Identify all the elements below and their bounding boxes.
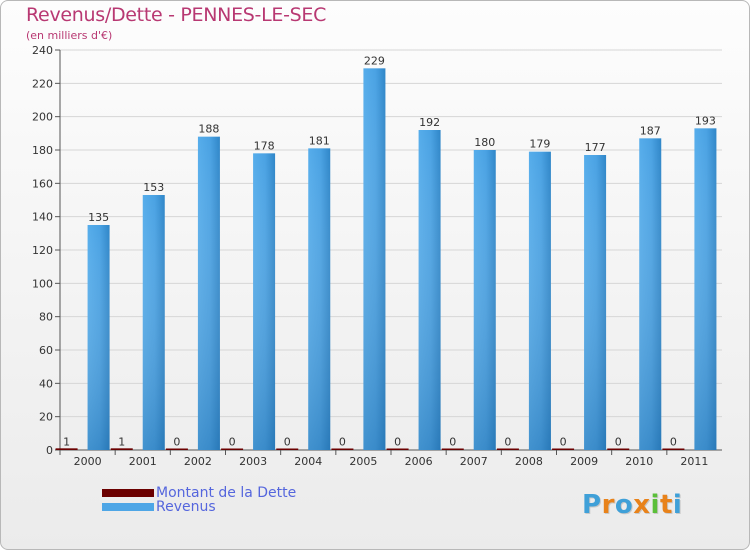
x-tick-label: 2009 bbox=[570, 455, 598, 468]
y-tick-label: 40 bbox=[39, 377, 53, 390]
logo-letter: i bbox=[672, 490, 683, 520]
y-tick-label: 200 bbox=[32, 111, 53, 124]
legend-item-debt: Montant de la Dette bbox=[102, 486, 296, 500]
gridlines bbox=[60, 49, 722, 451]
bar-debt-2011 bbox=[662, 448, 685, 450]
x-tick-label: 2000 bbox=[74, 455, 102, 468]
y-tick-label: 180 bbox=[32, 144, 53, 157]
bar-debt-2000 bbox=[55, 448, 78, 450]
bar-revenue-shade-2010 bbox=[639, 138, 662, 451]
chart-subtitle: (en milliers d'€) bbox=[26, 29, 113, 42]
data-label-revenue-2000: 135 bbox=[88, 211, 109, 224]
data-label-revenue-2008: 179 bbox=[529, 138, 550, 151]
x-tick-label: 2001 bbox=[129, 455, 157, 468]
y-tick-label: 20 bbox=[39, 411, 53, 424]
legend: Montant de la Dette Revenus bbox=[102, 486, 296, 514]
data-label-revenue-2002: 188 bbox=[198, 123, 219, 136]
bar-revenue-shade-2005 bbox=[363, 68, 386, 450]
data-label-revenue-2010: 187 bbox=[640, 124, 661, 137]
data-label-revenue-2007: 180 bbox=[474, 136, 495, 149]
data-label-revenue-2009: 177 bbox=[585, 141, 606, 154]
data-label-revenue-2006: 192 bbox=[419, 116, 440, 129]
y-tick-label: 0 bbox=[46, 444, 53, 457]
bar-revenue-shade-2003 bbox=[253, 153, 276, 451]
logo-letter: o bbox=[614, 490, 634, 520]
legend-label-revenue: Revenus bbox=[156, 499, 216, 515]
bar-debt-2005 bbox=[331, 448, 354, 450]
data-label-debt-2008: 0 bbox=[504, 436, 511, 449]
bar-revenue-shade-2009 bbox=[584, 155, 607, 450]
data-label-revenue-2005: 229 bbox=[364, 54, 385, 67]
data-label-debt-2006: 0 bbox=[394, 436, 401, 449]
x-tick-label: 2007 bbox=[460, 455, 488, 468]
y-tick-label: 240 bbox=[32, 44, 53, 57]
data-label-revenue-2011: 193 bbox=[695, 114, 716, 127]
legend-label-debt: Montant de la Dette bbox=[156, 485, 297, 501]
bar-debt-2010 bbox=[607, 448, 630, 450]
x-tick-label: 2008 bbox=[515, 455, 543, 468]
data-label-debt-2010: 0 bbox=[615, 436, 622, 449]
x-tick-label: 2002 bbox=[184, 455, 212, 468]
logo-letter: t bbox=[659, 490, 673, 520]
bar-revenue-shade-2008 bbox=[528, 151, 551, 450]
bar-revenue-shade-2007 bbox=[473, 150, 496, 450]
logo-letter: r bbox=[601, 490, 615, 520]
x-tick-label: 2003 bbox=[239, 455, 267, 468]
bar-revenue-shade-2006 bbox=[418, 130, 441, 450]
x-tick-label: 2010 bbox=[625, 455, 653, 468]
data-label-debt-2007: 0 bbox=[449, 436, 456, 449]
logo-letter: x bbox=[633, 490, 651, 520]
bar-revenue-shade-2004 bbox=[308, 148, 331, 451]
y-tick-label: 100 bbox=[32, 277, 53, 290]
y-tick-label: 80 bbox=[39, 311, 53, 324]
data-label-revenue-2003: 178 bbox=[254, 139, 275, 152]
data-label-debt-2000: 1 bbox=[63, 435, 70, 448]
y-tick-label: 220 bbox=[32, 77, 53, 90]
data-label-debt-2011: 0 bbox=[670, 436, 677, 449]
x-tick-label: 2005 bbox=[349, 455, 377, 468]
bar-debt-2002 bbox=[165, 448, 188, 450]
bar-debt-2007 bbox=[441, 448, 464, 450]
data-labels: 1 135 1 153 0 188 0 178 0 181 0 229 0 192 0 180 0 179 0 177… bbox=[63, 54, 716, 448]
data-label-debt-2003: 0 bbox=[229, 436, 236, 449]
data-label-revenue-2001: 153 bbox=[143, 181, 164, 194]
bars bbox=[55, 68, 717, 451]
bar-revenue-shade-2001 bbox=[142, 195, 165, 450]
data-label-revenue-2004: 181 bbox=[309, 134, 330, 147]
bar-debt-2006 bbox=[386, 448, 409, 450]
chart-title: Revenus/Dette - PENNES-LE-SEC bbox=[26, 4, 327, 26]
x-tick-label: 2004 bbox=[294, 455, 322, 468]
data-label-debt-2004: 0 bbox=[284, 436, 291, 449]
data-label-debt-2001: 1 bbox=[118, 435, 125, 448]
data-label-debt-2009: 0 bbox=[560, 436, 567, 449]
x-tick-label: 2006 bbox=[405, 455, 433, 468]
bar-debt-2001 bbox=[110, 448, 133, 450]
y-tick-label: 120 bbox=[32, 244, 53, 257]
y-tick-label: 140 bbox=[32, 211, 53, 224]
data-label-debt-2002: 0 bbox=[173, 436, 180, 449]
y-tick-label: 60 bbox=[39, 344, 53, 357]
y-tick-label: 160 bbox=[32, 177, 53, 190]
bar-debt-2009 bbox=[552, 448, 575, 450]
x-tick-label: 2011 bbox=[680, 455, 708, 468]
bar-revenue-shade-2011 bbox=[694, 128, 717, 451]
logo-letter: P bbox=[582, 490, 602, 520]
legend-item-revenue: Revenus bbox=[102, 500, 296, 514]
data-label-debt-2005: 0 bbox=[339, 436, 346, 449]
legend-swatch-debt bbox=[102, 489, 154, 497]
proxiti-logo: Proxiti bbox=[582, 490, 682, 520]
logo-letter: i bbox=[650, 490, 660, 520]
legend-swatch-revenue bbox=[102, 503, 154, 511]
bar-debt-2008 bbox=[496, 448, 519, 450]
bar-revenue-shade-2000 bbox=[87, 225, 110, 450]
bar-revenue-shade-2002 bbox=[197, 136, 220, 450]
bar-debt-2004 bbox=[276, 448, 299, 450]
bar-debt-2003 bbox=[221, 448, 244, 450]
